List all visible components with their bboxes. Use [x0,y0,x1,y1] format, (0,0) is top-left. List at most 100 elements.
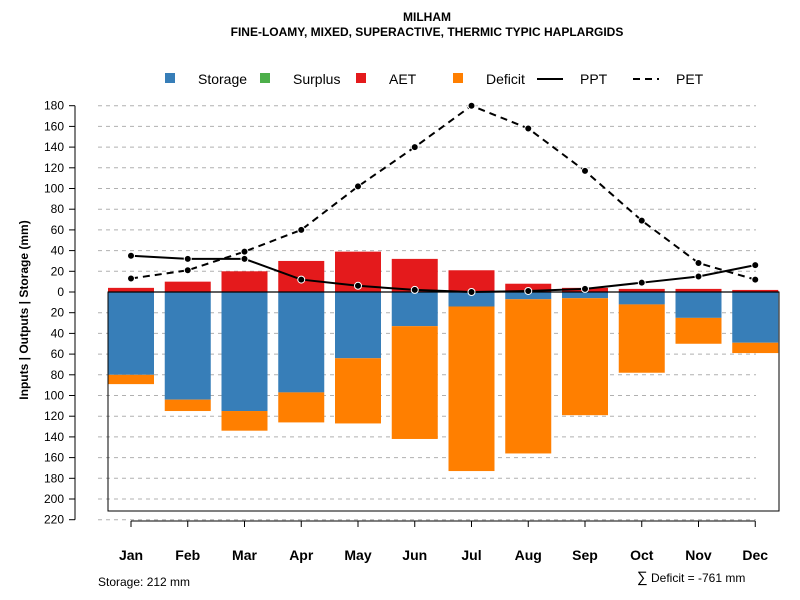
x-tick-label-jan: Jan [119,547,143,563]
x-tick-label-mar: Mar [232,547,257,563]
bar-deficit-jul [448,306,495,472]
y-tick-label: 80 [51,368,65,382]
legend: Storage Surplus AET Deficit PPT PET [165,71,704,87]
pet-point-jul [467,101,476,110]
ppt-point-feb [183,254,192,263]
pet-point-nov [694,259,703,268]
pet-point-dec [751,275,760,284]
legend-label-surplus: Surplus [293,71,340,87]
lines [127,101,760,296]
legend-swatch-surplus [260,73,270,83]
y-tick-label: 120 [44,409,64,423]
pet-point-jun [410,143,419,152]
bar-deficit-dec [732,342,779,354]
legend-label-pet: PET [676,71,704,87]
ppt-point-nov [694,272,703,281]
x-tick-label-may: May [344,547,371,563]
bar-deficit-apr [278,392,325,423]
axes: 1801601401201008060402002040608010012014… [44,99,768,563]
x-tick-label-sep: Sep [572,547,598,563]
pet-point-may [354,182,362,191]
ppt-point-sep [581,284,589,293]
bar-storage-jul [448,292,495,307]
x-tick-label-apr: Apr [289,547,314,563]
pet-point-jan [127,274,135,283]
bar-aet-dec [732,289,779,292]
bar-aet-nov [675,288,722,292]
x-tick-label-aug: Aug [515,547,542,563]
legend-label-ppt: PPT [580,71,608,87]
bar-deficit-jan [108,374,154,385]
bar-aet-oct [618,288,665,292]
bar-aet-jan [108,287,154,292]
legend-swatch-aet [356,73,366,83]
y-tick-label: 80 [51,202,65,216]
y-tick-label: 40 [51,244,65,258]
x-tick-label-nov: Nov [685,547,712,563]
bar-aet-feb [164,281,211,292]
bar-storage-may [335,292,381,359]
y-tick-label: 120 [44,161,64,175]
bar-storage-feb [164,292,211,400]
y-axis-label: Inputs | Outputs | Storage (mm) [17,220,31,399]
y-tick-label: 20 [51,264,65,278]
bar-deficit-mar [221,411,268,431]
x-tick-label-dec: Dec [742,547,768,563]
ppt-point-jul [467,288,476,296]
bar-deficit-oct [618,304,665,373]
bar-deficit-nov [675,317,722,344]
bar-storage-mar [221,292,268,412]
ppt-point-aug [524,286,533,295]
ppt-point-jan [127,251,135,260]
storage-note: Storage: 212 mm [98,575,190,589]
y-tick-label: 140 [44,140,64,154]
bars [107,251,780,512]
ppt-point-mar [240,254,249,263]
bar-storage-sep [562,292,608,299]
ppt-point-may [354,281,362,290]
deficit-note: Deficit = -761 mm [651,571,745,585]
bar-storage-jun [391,292,438,327]
y-tick-label: 60 [51,223,65,237]
bar-storage-dec [732,292,779,343]
y-tick-label: 60 [51,347,65,361]
pet-point-apr [297,225,306,234]
pet-point-mar [240,247,249,256]
x-tick-label-jun: Jun [402,547,427,563]
ppt-line [130,254,756,294]
legend-swatch-storage [165,73,175,83]
x-tick-label-oct: Oct [630,547,654,563]
legend-label-storage: Storage [198,71,247,87]
legend-swatch-deficit [453,73,463,83]
y-tick-label: 100 [44,182,64,196]
chart-title: MILHAM [403,10,451,24]
bar-storage-jan [108,292,154,375]
pet-point-aug [524,124,533,133]
y-tick-label: 220 [44,513,64,527]
y-tick-label: 200 [44,492,64,506]
pet-point-feb [183,266,192,275]
deficit-sum-symbol: ∑ [637,569,648,586]
legend-label-deficit: Deficit [486,71,525,87]
y-tick-label: 180 [44,99,64,113]
bar-storage-nov [675,292,722,318]
y-tick-label: 180 [44,471,64,485]
y-tick-label: 40 [51,326,65,340]
y-tick-label: 20 [51,306,65,320]
y-tick-label: 160 [44,119,64,133]
y-tick-label: 100 [44,389,64,403]
pet-point-sep [581,166,589,175]
bar-deficit-aug [505,299,552,454]
ppt-point-jun [410,285,419,294]
chart-subtitle: FINE-LOAMY, MIXED, SUPERACTIVE, THERMIC … [231,25,624,39]
pet-line [130,104,756,281]
y-tick-label: 160 [44,451,64,465]
bar-deficit-jun [391,326,438,439]
ppt-point-apr [297,275,306,284]
bar-deficit-feb [164,399,211,412]
bar-deficit-sep [562,298,608,416]
bar-aet-mar [221,271,268,292]
legend-label-aet: AET [389,71,417,87]
ppt-point-oct [637,278,646,287]
